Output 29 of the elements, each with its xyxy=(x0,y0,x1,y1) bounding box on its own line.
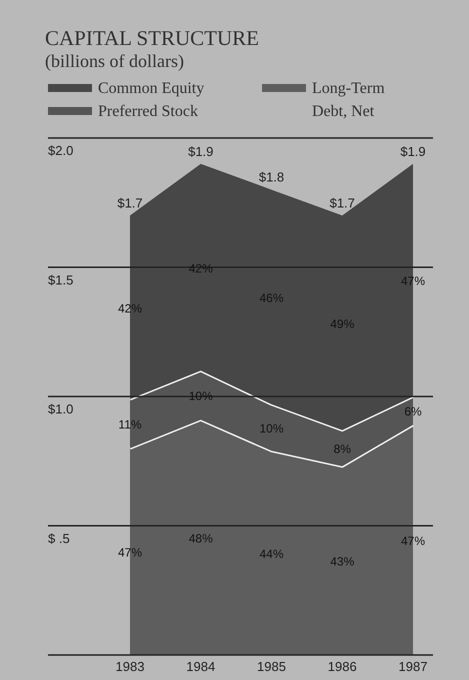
annotation: 8% xyxy=(334,442,352,456)
x-tick-label: 1983 xyxy=(116,659,144,674)
chart-title: CAPITAL STRUCTURE xyxy=(45,26,259,50)
x-tick-label: 1984 xyxy=(186,659,216,674)
total-label: $1.8 xyxy=(258,170,284,185)
y-tick-label: $1.5 xyxy=(48,272,74,288)
annotation: 43% xyxy=(330,554,355,569)
y-tick-label: $ .5 xyxy=(48,530,70,546)
x-tick-label: 1986 xyxy=(328,659,357,674)
y-tick-label: $2.0 xyxy=(48,143,74,158)
annotation: 10% xyxy=(259,422,284,436)
annotation: 47% xyxy=(400,274,426,288)
annotation: 47% xyxy=(400,534,426,548)
total-label: $1.7 xyxy=(330,196,355,211)
annotation: 48% xyxy=(188,531,214,546)
y-tick-label: $1.0 xyxy=(48,402,74,416)
chart-subtitle: (billions of dollars) xyxy=(45,51,184,71)
x-tick-label: 1987 xyxy=(398,659,428,674)
annotation: 47% xyxy=(118,546,142,560)
total-label: $1.9 xyxy=(400,144,426,159)
total-label: $1.7 xyxy=(117,196,143,211)
x-tick-label: 1985 xyxy=(257,659,286,674)
annotation: 42% xyxy=(118,301,142,316)
annotation: 44% xyxy=(259,546,284,561)
total-label: $1.9 xyxy=(188,144,214,159)
legend-label: Preferred Stock xyxy=(98,103,198,120)
annotation: 10% xyxy=(188,389,214,404)
legend-label: Common Equity xyxy=(98,80,204,97)
legend-label: Long-Term Debt, Net xyxy=(312,80,386,120)
